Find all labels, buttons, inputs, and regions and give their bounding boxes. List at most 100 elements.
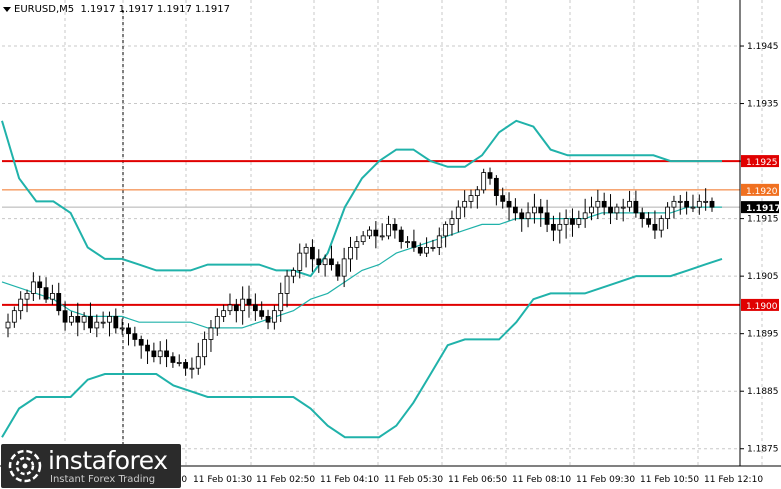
time-label: 11 Feb 06:50 xyxy=(448,475,507,485)
candle-body xyxy=(360,235,366,243)
candle-body xyxy=(570,218,575,225)
candle-body xyxy=(424,246,429,254)
chart-title[interactable]: EURUSD,M5 1.1917 1.1917 1.1917 1.1917 xyxy=(3,3,230,17)
price-label: 1.1905 xyxy=(747,272,779,282)
candle-body xyxy=(252,304,258,312)
candle-body xyxy=(30,281,36,294)
candle-body xyxy=(462,200,468,208)
candle-body xyxy=(627,200,632,208)
candle-body xyxy=(132,333,138,340)
candle-body xyxy=(113,316,119,329)
candle-body xyxy=(646,218,651,225)
candle-body xyxy=(563,218,569,225)
candle-body xyxy=(208,327,214,340)
time-label: 11 Feb 01:30 xyxy=(193,475,252,485)
candle-body xyxy=(709,200,715,208)
candle-body xyxy=(373,229,379,237)
instaforex-logo-icon xyxy=(8,449,42,483)
candle-body xyxy=(43,287,49,300)
time-label: 11 Feb 12:10 xyxy=(704,475,763,485)
candle-body xyxy=(658,218,664,231)
time-label: 11 Feb 10:50 xyxy=(640,475,699,485)
candle-body xyxy=(176,362,182,364)
price-axis-labels: 1.1945 1.1935 1.1925 1.1915 1.1905 1.1895 1.18… xyxy=(740,42,779,455)
logo-brand-text: instaforex xyxy=(48,446,168,475)
candle-body xyxy=(310,246,315,260)
candlesticks xyxy=(5,167,715,379)
time-label: 11 Feb 02:50 xyxy=(256,475,315,485)
candle-body xyxy=(126,327,131,335)
candle-body xyxy=(246,298,252,306)
level-price-tag xyxy=(741,183,779,196)
candle-body xyxy=(49,293,55,300)
candle-body xyxy=(265,316,271,323)
candle-body xyxy=(474,189,480,197)
price-label: 1.1885 xyxy=(747,387,779,397)
candle-body xyxy=(392,223,398,231)
candle-body xyxy=(329,258,334,266)
candle-body xyxy=(633,200,639,214)
candle-body xyxy=(11,310,17,323)
quote-values: 1.1917 1.1917 1.1917 1.1917 xyxy=(80,4,230,15)
candle-body xyxy=(493,177,499,197)
candle-body xyxy=(259,310,265,317)
candle-body xyxy=(189,367,195,370)
candle-body xyxy=(69,316,74,323)
candle-body xyxy=(322,258,328,266)
candle-body xyxy=(500,195,506,202)
level-price-label: 1.1925 xyxy=(746,158,778,168)
candle-body xyxy=(183,362,188,369)
time-label: 11 Feb 04:10 xyxy=(320,475,379,485)
candle-body xyxy=(538,206,544,214)
candle-body xyxy=(94,321,100,329)
logo-tagline: Instant Forex Trading xyxy=(50,474,156,485)
candle-body xyxy=(379,235,385,238)
candle-body xyxy=(620,206,626,209)
level-price-tag xyxy=(741,155,779,168)
candle-body xyxy=(703,200,709,203)
candle-body xyxy=(398,229,404,243)
price-label: 1.1875 xyxy=(747,445,779,455)
dropdown-arrow-icon[interactable] xyxy=(3,6,11,12)
candle-body xyxy=(227,304,233,312)
candle-body xyxy=(5,321,11,329)
symbol-label: EURUSD,M5 xyxy=(14,4,75,15)
candle-body xyxy=(512,206,518,214)
candle-body xyxy=(639,212,645,220)
candle-body xyxy=(202,339,208,358)
candle-body xyxy=(696,200,702,208)
candle-body xyxy=(455,206,461,220)
candle-body xyxy=(468,195,474,202)
candle-body xyxy=(303,246,309,254)
candle-body xyxy=(81,316,87,323)
candle-body xyxy=(316,258,322,266)
candle-body xyxy=(291,269,296,277)
candle-body xyxy=(107,316,112,323)
candle-body xyxy=(278,293,284,312)
candle-body xyxy=(487,172,493,179)
candle-body xyxy=(405,241,410,244)
candle-body xyxy=(341,258,347,277)
current-price-label: 1.1917 xyxy=(746,204,781,214)
candle-body xyxy=(582,212,588,220)
candle-body xyxy=(677,200,683,203)
candle-body xyxy=(271,310,277,323)
candle-body xyxy=(240,298,246,312)
candle-body xyxy=(671,200,677,208)
bollinger-middle-band xyxy=(1,206,722,329)
candle-body xyxy=(56,293,62,312)
candle-body xyxy=(151,350,157,358)
bollinger-lower-band xyxy=(1,257,723,439)
price-label: 1.1915 xyxy=(747,215,779,225)
level-price-label: 1.1920 xyxy=(746,187,778,197)
candle-body xyxy=(88,316,93,329)
candle-body xyxy=(417,246,423,254)
price-label: 1.1935 xyxy=(747,100,779,110)
candle-body xyxy=(519,212,525,220)
instaforex-logo: instaforex Instant Forex Trading xyxy=(1,444,181,488)
candle-body xyxy=(652,223,658,231)
candle-body xyxy=(386,223,391,237)
current-price-tag xyxy=(741,201,779,214)
candle-body xyxy=(75,316,81,323)
